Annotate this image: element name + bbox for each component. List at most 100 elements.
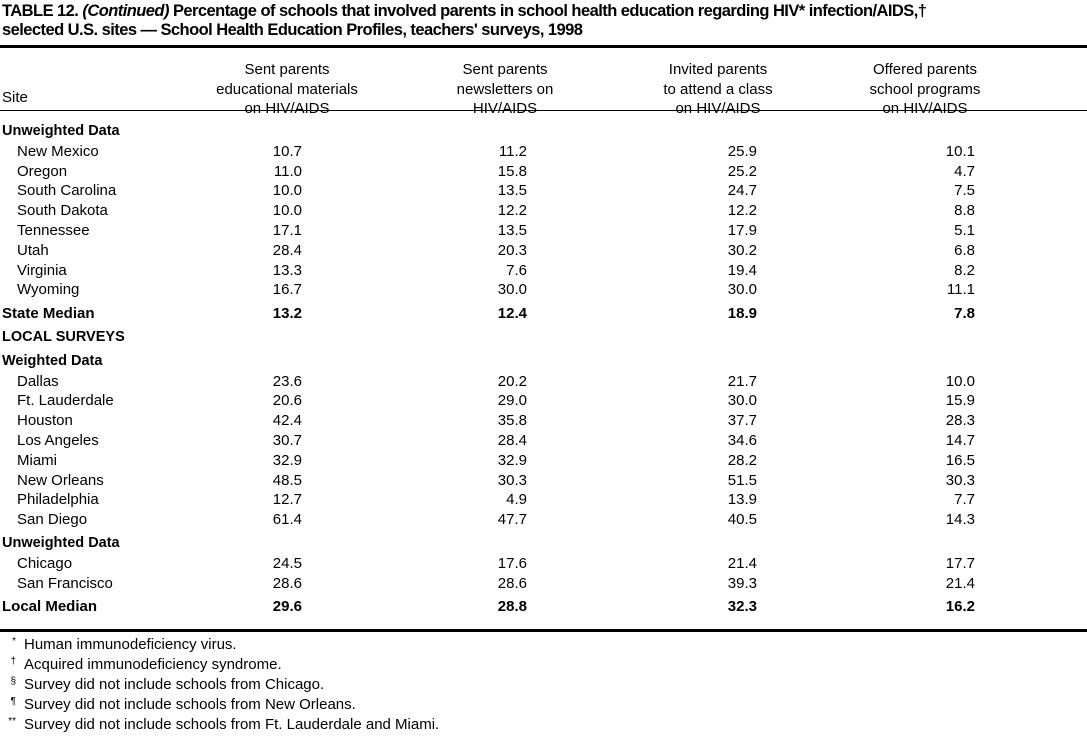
site-cell: Wyoming — [17, 281, 80, 299]
site-cell: Tennessee — [17, 221, 90, 239]
value-cell: 40.5 — [727, 511, 757, 529]
header-line: HIV/AIDS — [472, 100, 538, 117]
value-cell: 7.8 — [954, 305, 975, 323]
header-line: to attend a class — [663, 80, 773, 98]
value-cell: 7.7 — [954, 491, 975, 509]
table-row: Wyoming 16.7 30.0 30.0 11.1 — [0, 280, 1087, 300]
value-cell: 28.4 — [497, 431, 527, 449]
value-cell: 28.2 — [727, 451, 757, 469]
header-line: on HIV/AIDS — [244, 100, 330, 117]
site-cell: LOCAL SURVEYS — [2, 328, 125, 345]
site-cell: New Orleans — [17, 471, 104, 489]
table-row: Houston 42.4 35.8 37.7 28.3 — [0, 411, 1087, 431]
header-line: school programs — [869, 80, 981, 98]
footnote: § Survey did not include schools from Chi… — [0, 676, 324, 693]
site-cell: Unweighted Data — [2, 123, 120, 139]
value-cell: 28.6 — [497, 574, 527, 592]
table-row: Chicago 24.5 17.6 21.4 17.7 — [0, 554, 1087, 574]
value-cell: 30.0 — [727, 392, 757, 410]
value-cell: 20.2 — [497, 372, 527, 390]
site-cell: Los Angeles — [17, 431, 99, 449]
value-cell: 7.5 — [954, 182, 975, 200]
footnote-text: Survey did not include schools from New … — [24, 696, 356, 713]
footnote-mark: ¶ — [10, 696, 16, 707]
section-header-row: Unweighted Data — [0, 122, 1087, 142]
value-cell: 5.1 — [954, 221, 975, 239]
table-row: Oregon 11.0 15.8 25.2 4.7 — [0, 162, 1087, 182]
title-line-2: selected U.S. sites — School Health Educ… — [2, 21, 583, 39]
footnote: ¶ Survey did not include schools from New… — [0, 696, 356, 713]
value-cell: 21.7 — [727, 372, 757, 390]
table-row: New Orleans 48.5 30.3 51.5 30.3 — [0, 471, 1087, 491]
value-cell: 21.4 — [945, 574, 975, 592]
section-header-row: Weighted Data — [0, 352, 1087, 372]
value-cell: 10.7 — [272, 142, 302, 160]
value-cell: 12.2 — [727, 202, 757, 220]
value-cell: 10.0 — [272, 182, 302, 200]
footnote: ** Survey did not include schools from Ft… — [0, 716, 439, 733]
header-site: Site — [2, 89, 28, 106]
value-cell: 10.0 — [945, 372, 975, 390]
value-cell: 35.8 — [497, 412, 527, 430]
site-cell: South Carolina — [17, 182, 117, 200]
value-cell: 21.4 — [727, 554, 757, 572]
value-cell: 14.7 — [945, 431, 975, 449]
value-cell: 48.5 — [272, 471, 302, 489]
footnote-mark: * — [12, 636, 16, 647]
header-line: on HIV/AIDS — [675, 100, 761, 117]
footnote-text: Human immunodeficiency virus. — [24, 636, 237, 653]
section-header-row: Unweighted Data — [0, 534, 1087, 554]
value-cell: 20.3 — [497, 241, 527, 259]
value-cell: 19.4 — [727, 261, 757, 279]
value-cell: 51.5 — [727, 471, 757, 489]
table-row: Los Angeles 30.7 28.4 34.6 14.7 — [0, 431, 1087, 451]
title-text: Percentage of schools that involved pare… — [172, 2, 927, 20]
value-cell: 18.9 — [727, 305, 757, 323]
value-cell: 61.4 — [272, 511, 302, 529]
table-row: South Carolina 10.0 13.5 24.7 7.5 — [0, 181, 1087, 201]
section-header-row: LOCAL SURVEYS — [0, 328, 1087, 348]
value-cell: 32.9 — [272, 451, 302, 469]
continued-label: (Continued) — [82, 2, 169, 20]
median-row: Local Median 29.6 28.8 32.3 16.2 — [0, 597, 1087, 617]
value-cell: 28.8 — [497, 598, 527, 616]
footnote-mark: ** — [8, 716, 16, 727]
header-school-programs: Offered parents school programs on HIV/AID… — [845, 60, 1005, 119]
value-cell: 13.9 — [727, 491, 757, 509]
value-cell: 20.6 — [272, 392, 302, 410]
site-cell: State Median — [2, 305, 95, 323]
site-cell: San Francisco — [17, 574, 113, 592]
header-newsletters: Sent parents newsletters on HIV/AIDS — [425, 60, 585, 119]
site-cell: New Mexico — [17, 142, 99, 160]
value-cell: 17.7 — [945, 554, 975, 572]
value-cell: 12.4 — [497, 305, 527, 323]
value-cell: 30.3 — [945, 471, 975, 489]
value-cell: 11.1 — [946, 281, 975, 299]
top-rule — [0, 45, 1087, 48]
site-cell: Houston — [17, 412, 73, 430]
value-cell: 16.7 — [272, 281, 302, 299]
header-educational-materials: Sent parents educational materials on HIV/… — [207, 60, 367, 119]
table-title: TABLE 12. (Continued) Percentage of scho… — [2, 2, 927, 40]
site-cell: Unweighted Data — [2, 534, 120, 551]
value-cell: 28.6 — [272, 574, 302, 592]
value-cell: 32.3 — [727, 598, 757, 616]
site-cell: Utah — [17, 241, 49, 259]
footnote-text: Survey did not include schools from Chic… — [24, 676, 325, 693]
value-cell: 11.0 — [273, 162, 302, 180]
value-cell: 30.2 — [727, 241, 757, 259]
header-line: Sent parents — [462, 61, 548, 78]
value-cell: 34.6 — [727, 431, 757, 449]
footnote-text: Acquired immunodeficiency syndrome. — [24, 656, 282, 673]
header-line: Sent parents — [244, 61, 330, 78]
value-cell: 16.2 — [945, 598, 975, 616]
footnote-mark: † — [10, 656, 16, 667]
site-cell: South Dakota — [17, 202, 108, 220]
site-cell: Weighted Data — [2, 352, 103, 369]
site-cell: Ft. Lauderdale — [17, 392, 114, 410]
site-cell: Miami — [17, 451, 57, 469]
table-row: Tennessee 17.1 13.5 17.9 5.1 — [0, 221, 1087, 241]
value-cell: 24.7 — [727, 182, 757, 200]
value-cell: 11.2 — [498, 142, 527, 160]
value-cell: 6.8 — [954, 241, 975, 259]
